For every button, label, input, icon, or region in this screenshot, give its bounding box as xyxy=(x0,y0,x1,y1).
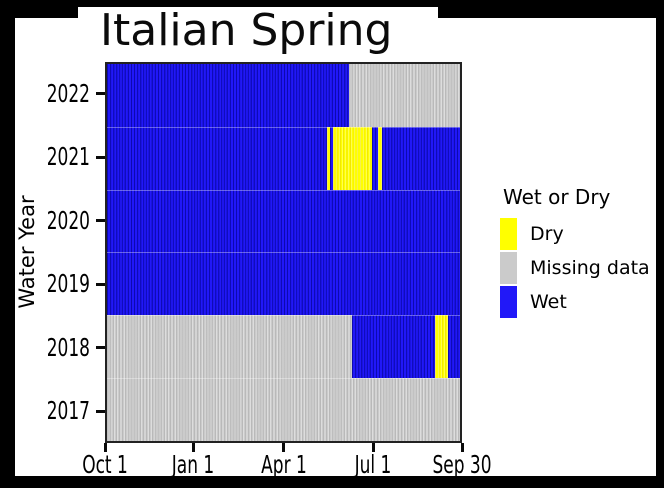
legend-label-wet: Wet xyxy=(530,291,567,313)
legend-label-missing: Missing data xyxy=(530,257,650,279)
x-tick xyxy=(282,443,286,452)
y-tick xyxy=(96,92,105,96)
x-tick xyxy=(103,443,107,452)
segment-missing xyxy=(349,64,460,127)
y-tick xyxy=(96,346,105,350)
heatmap-panel xyxy=(105,62,462,443)
legend-swatch-dry xyxy=(500,218,517,250)
segment-wet xyxy=(107,64,350,127)
heatmap-row-2018 xyxy=(107,315,460,379)
legend-label-dry: Dry xyxy=(530,223,564,245)
x-tick-label: Sep 30 xyxy=(432,450,492,479)
heatmap-row-2017 xyxy=(107,378,460,441)
segment-dry xyxy=(326,126,331,190)
y-tick-label: 2017 xyxy=(46,396,90,426)
legend-item-missing: Missing data xyxy=(500,252,650,284)
y-tick-label: 2021 xyxy=(46,142,90,172)
segment-dry xyxy=(435,315,448,379)
segment-dry xyxy=(332,126,373,190)
segment-dry xyxy=(378,126,382,190)
y-tick-label: 2022 xyxy=(46,78,90,108)
title-box: Italian Spring xyxy=(78,5,438,56)
y-tick xyxy=(96,155,105,159)
segment-wet xyxy=(107,126,327,190)
heatmap-row-2021 xyxy=(107,126,460,190)
y-tick xyxy=(96,409,105,413)
x-tick-label: Oct 1 xyxy=(82,450,128,479)
segment-wet xyxy=(352,315,436,379)
segment-wet xyxy=(107,189,460,253)
segment-wet xyxy=(107,252,460,316)
x-tick xyxy=(191,443,195,452)
segment-missing xyxy=(107,315,353,379)
y-tick-label: 2020 xyxy=(46,205,90,235)
legend-item-wet: Wet xyxy=(500,286,650,318)
heatmap-row-2019 xyxy=(107,252,460,316)
legend-item-dry: Dry xyxy=(500,218,650,250)
chart-title: Italian Spring xyxy=(100,5,393,56)
legend-swatch-missing xyxy=(500,252,517,284)
heatmap-row-2020 xyxy=(107,189,460,253)
legend-title: Wet or Dry xyxy=(503,185,611,209)
y-tick-label: 2019 xyxy=(46,269,90,299)
x-tick-label: Apr 1 xyxy=(261,450,307,479)
y-tick-label: 2018 xyxy=(46,332,90,362)
segment-wet xyxy=(330,126,333,190)
legend-items: Dry Missing data Wet xyxy=(500,218,650,320)
segment-wet xyxy=(372,126,379,190)
x-tick xyxy=(460,443,464,452)
segment-missing xyxy=(107,378,460,441)
x-tick-label: Jul 1 xyxy=(354,450,392,479)
x-tick xyxy=(371,443,375,452)
y-tick xyxy=(96,219,105,223)
segment-wet xyxy=(381,126,460,190)
y-tick xyxy=(96,282,105,286)
y-axis-label: Water Year xyxy=(15,195,39,309)
x-tick-label: Jan 1 xyxy=(171,450,215,479)
segment-wet xyxy=(447,315,460,379)
heatmap-row-2022 xyxy=(107,64,460,127)
legend-swatch-wet xyxy=(500,286,517,318)
